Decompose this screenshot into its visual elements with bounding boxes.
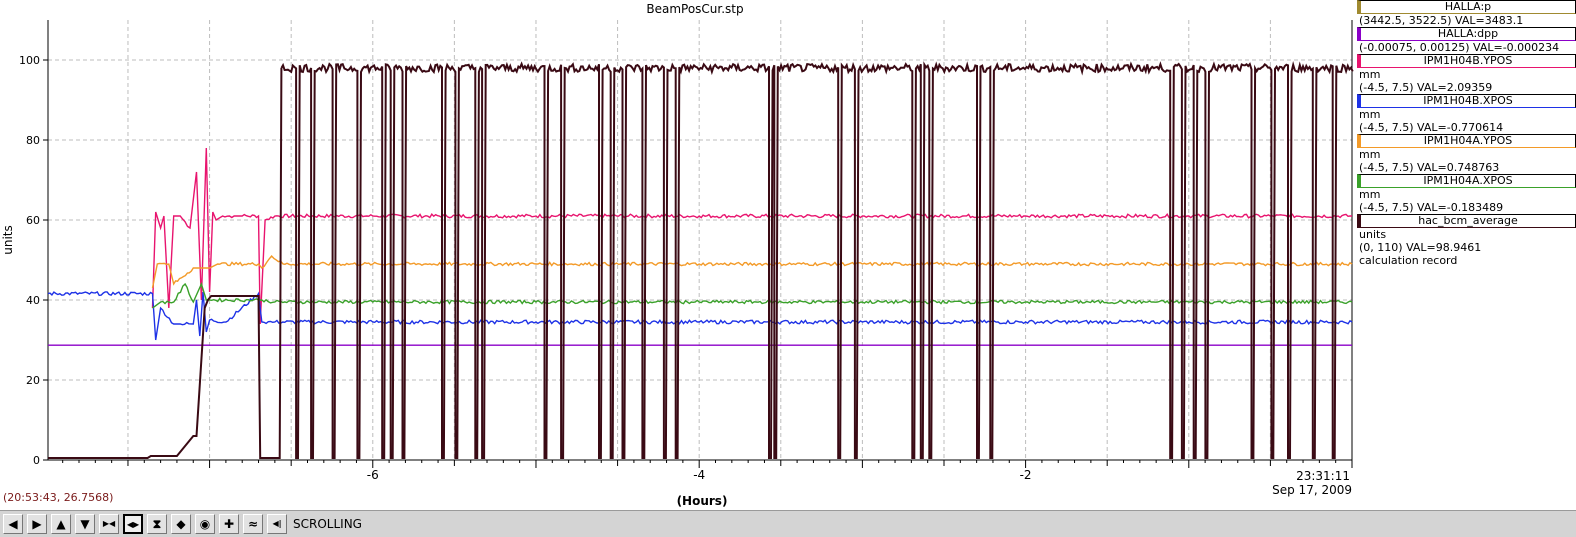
pan-down-icon[interactable]: ▼: [75, 514, 95, 534]
legend-range-value: (-4.5, 7.5) VAL=-0.770614: [1359, 121, 1504, 134]
legend-units: mm: [1359, 108, 1381, 121]
legend-units: mm: [1359, 188, 1381, 201]
zoom-out-x-icon[interactable]: ◀▶: [123, 514, 143, 534]
chart-title: BeamPosCur.stp: [646, 2, 743, 16]
x-tick-label: -4: [693, 468, 705, 482]
legend-entry[interactable]: HALLA:p (3442.5, 3522.5) VAL=3483.1: [1357, 0, 1576, 27]
scroll-icon[interactable]: ◀|: [267, 514, 287, 534]
reset-icon[interactable]: ◉: [195, 514, 215, 534]
legend-range-value: (-0.00075, 0.00125) VAL=-0.000234: [1359, 41, 1560, 54]
legend-range-value: (-4.5, 7.5) VAL=0.748763: [1359, 161, 1500, 174]
y-tick-label: 0: [33, 454, 40, 467]
series-ipm1h04b-xpos: [47, 290, 1353, 341]
legend-units: units: [1359, 228, 1387, 241]
cursor-readout: (20:53:43, 26.7568): [3, 491, 114, 504]
y-tick-label: 100: [19, 54, 40, 67]
x-tick-label: -6: [367, 468, 379, 482]
toolbar: ◀ ▶ ▲ ▼ ▶◀ ◀▶ ⧗ ◆ ◉ ✚ ≈ ◀| SCROLLING: [0, 510, 1576, 537]
legend-entry[interactable]: IPM1H04A.XPOS mm (-4.5, 7.5) VAL=-0.183489: [1357, 174, 1576, 214]
series-hac-bcm-average-beam: [280, 61, 1354, 459]
legend-range-value: (3442.5, 3522.5) VAL=3483.1: [1359, 14, 1524, 27]
x-tick-label: -2: [1020, 468, 1032, 482]
legend-series-name: IPM1H04B.YPOS: [1357, 54, 1576, 68]
autoscale-icon[interactable]: ≈: [243, 514, 263, 534]
legend-series-name: IPM1H04B.XPOS: [1357, 94, 1576, 108]
legend-units: mm: [1359, 148, 1381, 161]
end-date-label: Sep 17, 2009: [1272, 483, 1352, 497]
series-hac-bcm-average: [48, 67, 283, 459]
pan-left-icon[interactable]: ◀: [3, 514, 23, 534]
zoom-out-y-icon[interactable]: ◆: [171, 514, 191, 534]
y-tick-label: 20: [26, 374, 40, 387]
y-tick-label: 60: [26, 214, 40, 227]
y-tick-label: 40: [26, 294, 40, 307]
series-group: [47, 61, 1354, 459]
legend-series-name: HALLA:p: [1357, 0, 1576, 14]
x-axis-label: (Hours): [677, 494, 728, 508]
axes: 0 20 40 60 80 100 -6 -4 -2: [19, 20, 1353, 482]
legend-range-value: (-4.5, 7.5) VAL=2.09359: [1359, 81, 1493, 94]
legend-range-value: (0, 110) VAL=98.9461: [1359, 241, 1482, 254]
y-axis-label: units: [1, 225, 15, 255]
legend-range-value: (-4.5, 7.5) VAL=-0.183489: [1359, 201, 1504, 214]
legend-extra: calculation record: [1359, 254, 1458, 267]
legend-entry[interactable]: IPM1H04B.YPOS mm (-4.5, 7.5) VAL=2.09359: [1357, 54, 1576, 94]
legend-series-name: HALLA:dpp: [1357, 27, 1576, 41]
mode-label: SCROLLING: [293, 517, 362, 531]
pan-up-icon[interactable]: ▲: [51, 514, 71, 534]
legend: HALLA:p (3442.5, 3522.5) VAL=3483.1 HALLA:…: [1357, 0, 1576, 267]
legend-series-name: IPM1H04A.XPOS: [1357, 174, 1576, 188]
legend-entry[interactable]: IPM1H04B.XPOS mm (-4.5, 7.5) VAL=-0.770614: [1357, 94, 1576, 134]
legend-entry[interactable]: hac_bcm_average units (0, 110) VAL=98.9461…: [1357, 214, 1576, 267]
zoom-in-x-icon[interactable]: ▶◀: [99, 514, 119, 534]
pan-right-icon[interactable]: ▶: [27, 514, 47, 534]
y-tick-label: 80: [26, 134, 40, 147]
series-ipm1h04a-xpos: [152, 282, 1353, 309]
end-time-label: 23:31:11: [1296, 469, 1350, 483]
zoom-in-y-icon[interactable]: ⧗: [147, 514, 167, 534]
add-icon[interactable]: ✚: [219, 514, 239, 534]
legend-series-name: IPM1H04A.YPOS: [1357, 134, 1576, 148]
legend-entry[interactable]: IPM1H04A.YPOS mm (-4.5, 7.5) VAL=0.748763: [1357, 134, 1576, 174]
grid: [48, 20, 1352, 460]
legend-entry[interactable]: HALLA:dpp (-0.00075, 0.00125) VAL=-0.0002…: [1357, 27, 1576, 54]
legend-units: mm: [1359, 68, 1381, 81]
legend-series-name: hac_bcm_average: [1357, 214, 1576, 228]
